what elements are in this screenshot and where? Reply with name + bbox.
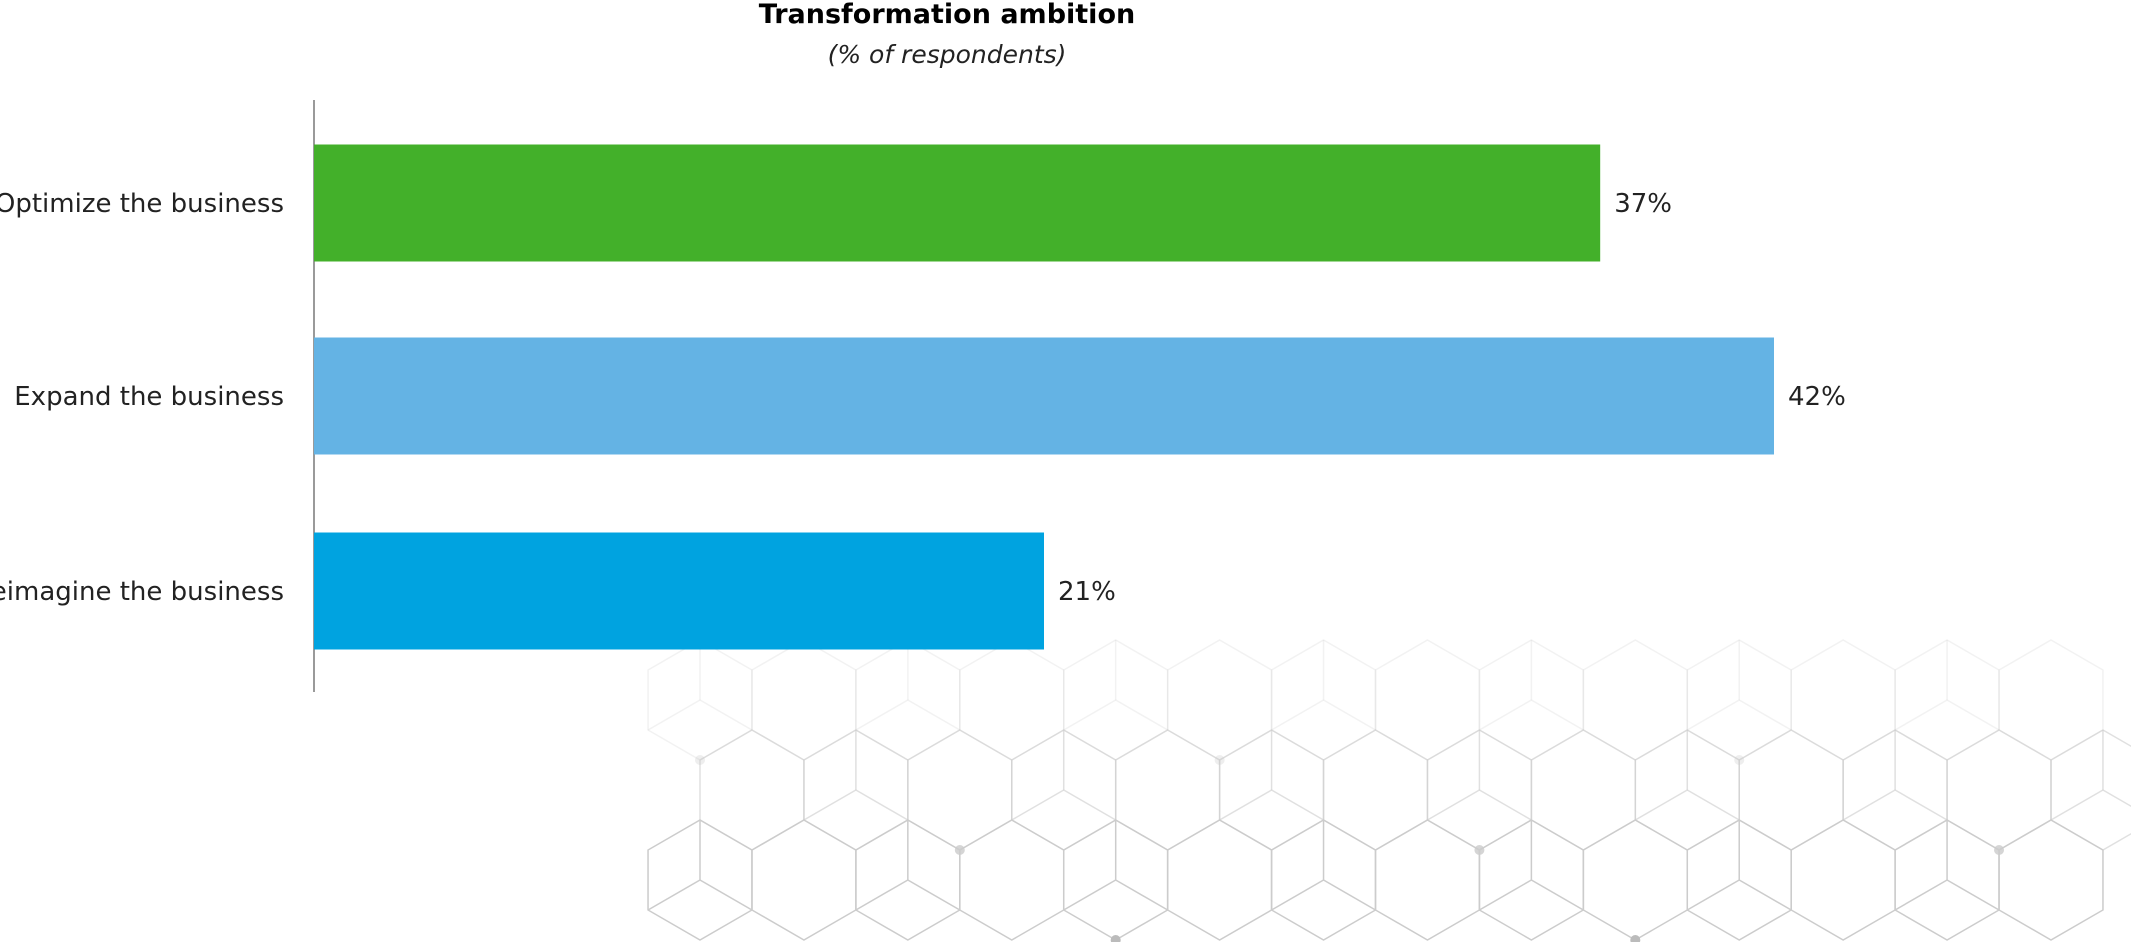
hexagon-shape [1166,819,1273,941]
cube-edge [1946,879,2000,911]
cube-edge [1738,879,1792,911]
hexagon-shape [1166,639,1273,761]
cube-edge [699,879,753,911]
hexagon-shape [959,639,1065,761]
hexagon-shape [1946,729,2052,851]
hexagon-shape [1582,639,1689,761]
hexagon-shape [1530,729,1637,851]
hexagon-shape [1374,639,1481,761]
cube-edge [1011,789,1065,821]
hexagon-shape [1738,729,1844,851]
cube-edge [907,699,961,731]
hexagon-shape [907,729,1013,851]
chart-subtitle: (% of respondents) [827,40,1067,69]
hexagon-shape [1582,819,1689,941]
value-label: 21% [1058,577,1116,607]
cube-edge [803,789,857,821]
cube-edge [1479,699,1532,731]
cube-edge [647,879,701,911]
cube-edge [699,699,753,731]
cube-edge [907,879,961,911]
hexagon-shape [1998,819,2104,941]
cube-edge [1115,699,1169,731]
hexagon-shape [1374,819,1481,941]
cube-edge [1946,699,2000,731]
hexagon-shape [751,819,857,941]
cube-edge [1219,789,1272,821]
cube-edge [1686,879,1740,911]
cube-edge [1271,789,1324,821]
cube-edge [1323,699,1376,731]
cube-edge [855,789,909,821]
cube-edge [2050,789,2104,821]
category-label: Optimize the business [0,189,284,219]
cube-edge [1479,789,1532,821]
bar-group: Optimize the business 37% Expand the busin… [0,144,1846,650]
hexagon-shape [699,729,805,851]
cube-edge [647,699,701,731]
bar-expand-the-business [314,337,1774,455]
hexagon-shape [1790,639,1896,761]
cube-edge [1894,789,1948,821]
cube-edge [855,879,909,911]
hexagon-shape [1322,729,1429,851]
hexagon-shape [959,819,1065,941]
cube-edge [1063,879,1117,911]
hexagon-shape [751,639,857,761]
hexagon-shape [1998,639,2104,761]
category-label: Reimagine the business [0,577,284,607]
category-label: Expand the business [14,382,284,412]
cube-edge [1323,879,1376,911]
cube-edge [1115,879,1169,911]
cube-edge [1842,789,1896,821]
cube-edge [1738,699,1792,731]
cube-edge [1427,789,1480,821]
cube-edge [1894,699,1948,731]
cube-edge [1531,699,1584,731]
value-label: 37% [1614,189,1672,219]
chart-title: Transformation ambition [758,0,1136,30]
hexagon-shape [2050,729,2131,851]
bar-reimagine-the-business [314,532,1044,650]
cube-edge [855,699,909,731]
lattice-node [1110,935,1121,942]
cube-edge [1271,699,1324,731]
cube-edge [1063,699,1117,731]
cube-edge [1531,879,1584,911]
lattice-node [1630,935,1641,942]
value-label: 42% [1788,382,1846,412]
cube-edge [2102,789,2131,808]
cube-edge [1063,789,1117,821]
hexagon-background-pattern [647,639,2131,942]
cube-edge [1686,699,1740,731]
hexagon-shape [1790,819,1896,941]
hexagon-shape [1114,729,1221,851]
cube-edge [1894,879,1948,911]
cube-edge [1479,879,1532,911]
cube-edge [1686,789,1740,821]
cube-edge [1634,789,1688,821]
bar-optimize-the-business [314,144,1601,262]
cube-edge [1271,879,1324,911]
